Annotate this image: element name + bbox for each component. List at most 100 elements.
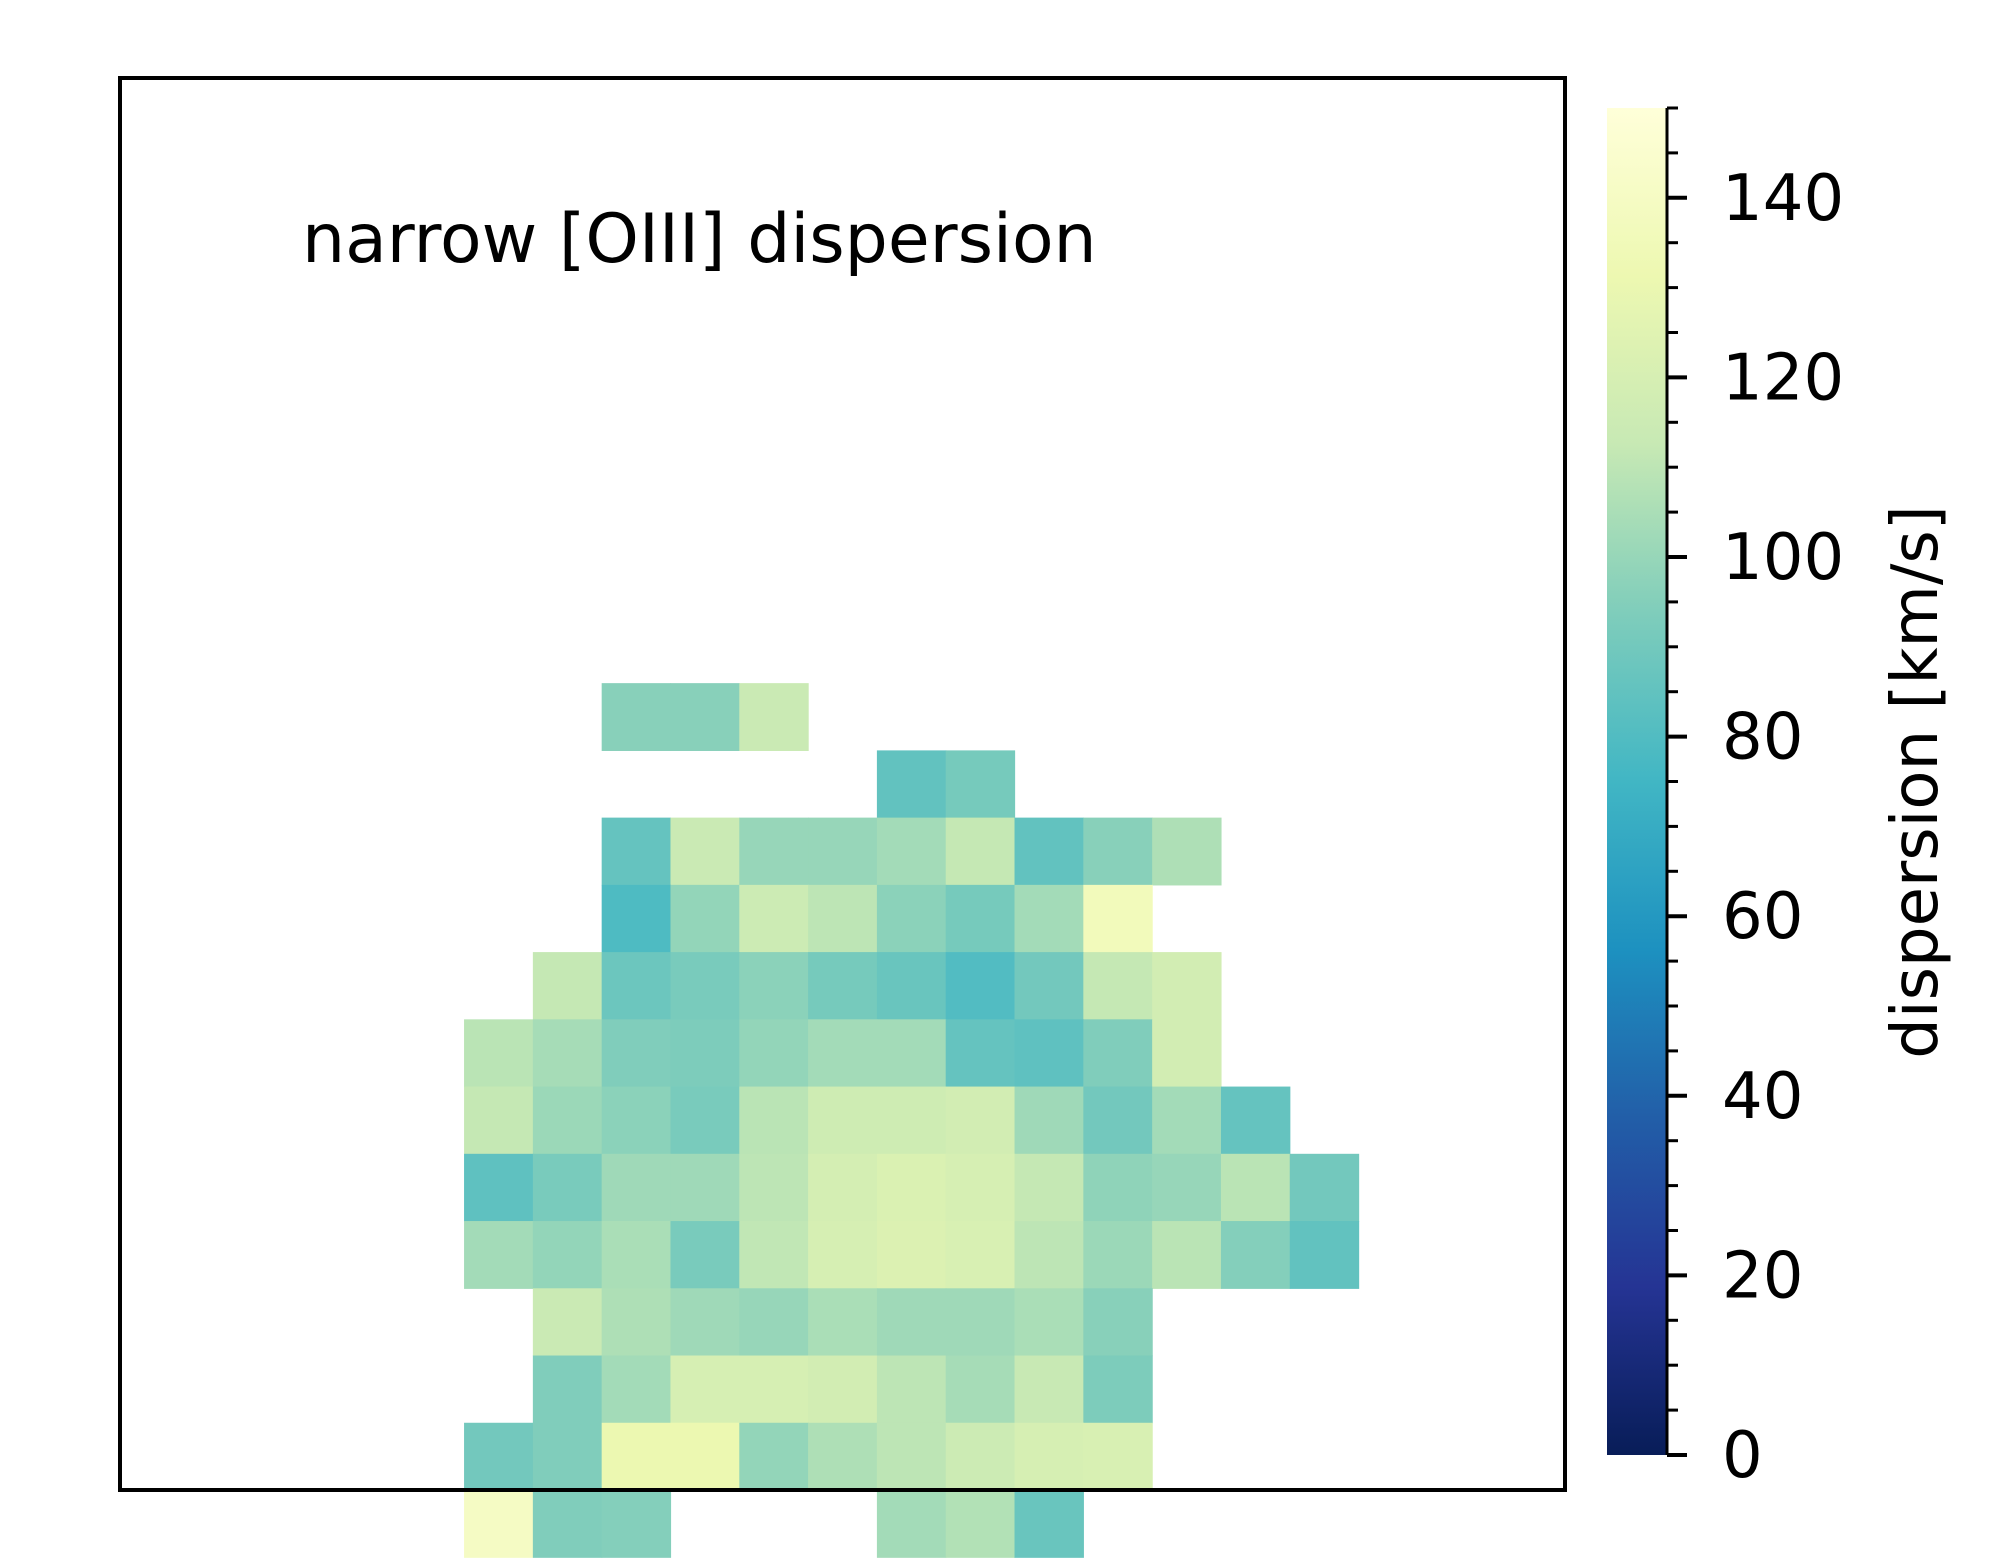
heatmap-cell <box>464 1153 534 1222</box>
colorbar-tick-label: 20 <box>1722 1239 1803 1313</box>
heatmap-cell <box>945 750 1016 819</box>
heatmap-cell <box>739 683 809 751</box>
heatmap-cell <box>808 1288 878 1357</box>
heatmap-cell <box>1152 1086 1222 1155</box>
heatmap-cell <box>1014 1153 1084 1222</box>
heatmap-cell <box>1014 817 1084 886</box>
heatmap-cell <box>464 1086 534 1155</box>
heatmap-cell <box>1289 1153 1360 1222</box>
heatmap-cell <box>876 750 947 819</box>
heatmap-cell <box>601 952 672 1020</box>
heatmap-cell <box>670 1086 740 1155</box>
heatmap-cell <box>1083 884 1153 953</box>
colorbar-tick-label: 0 <box>1722 1419 1763 1493</box>
heatmap-cell <box>808 884 878 953</box>
heatmap-cell <box>532 1086 603 1155</box>
heatmap-cell <box>1083 817 1153 886</box>
heatmap-cell <box>876 884 947 953</box>
heatmap-cell <box>1014 952 1084 1020</box>
colorbar-tick-label: 100 <box>1722 521 1844 595</box>
heatmap-cell <box>601 884 672 953</box>
plot-frame <box>118 76 1567 1492</box>
heatmap-cell <box>808 1019 878 1088</box>
heatmap-cell <box>739 1019 809 1088</box>
heatmap-cell <box>808 1422 878 1491</box>
heatmap-cell <box>876 1086 947 1155</box>
heatmap-cell <box>601 1422 672 1491</box>
colorbar-ticks: 0 20 40 60 80 100 120 140 <box>1665 106 1844 1493</box>
heatmap-cell <box>670 1355 740 1424</box>
heatmap-cell <box>1289 1221 1360 1289</box>
heatmap-cell <box>601 1355 672 1424</box>
heatmap-cell <box>808 952 878 1020</box>
heatmap-cell <box>670 817 740 886</box>
colorbar-tick-label: 120 <box>1722 341 1844 415</box>
heatmap-cell <box>601 1086 672 1155</box>
heatmap-cell <box>1152 817 1222 886</box>
heatmap-cell <box>1014 884 1084 953</box>
heatmap-cell <box>739 1288 809 1357</box>
heatmap-cell <box>876 1422 947 1491</box>
heatmap-cell <box>670 1019 740 1088</box>
heatmap-cell <box>670 1422 740 1491</box>
heatmap-cell <box>464 1490 534 1558</box>
heatmap-cell <box>601 1288 672 1357</box>
heatmap-cell <box>945 952 1016 1020</box>
chart-title: narrow [OIII] dispersion <box>302 200 1097 279</box>
colorbar-label: dispersion [km/s] <box>1879 505 1953 1059</box>
heatmap-cell <box>945 1490 1016 1558</box>
heatmap-cell <box>1220 1221 1291 1289</box>
heatmap-cell <box>1014 1422 1084 1491</box>
heatmap-cell <box>808 1153 878 1222</box>
colorbar <box>1607 108 1667 1455</box>
heatmap-cell <box>876 1490 947 1558</box>
heatmap-cell <box>1014 1086 1084 1155</box>
heatmap-cell <box>532 1355 603 1424</box>
heatmap-cell <box>808 1086 878 1155</box>
heatmap-cell <box>601 817 672 886</box>
heatmap-cell <box>876 1288 947 1357</box>
heatmap-cell <box>532 1019 603 1088</box>
heatmap-cell <box>464 1019 534 1088</box>
heatmap-cell <box>532 1490 603 1558</box>
heatmap-cell <box>601 683 672 751</box>
heatmap-cell <box>464 1221 534 1289</box>
colorbar-tick-label: 40 <box>1722 1060 1803 1134</box>
heatmap-cell <box>1014 1490 1084 1558</box>
heatmap-cell <box>1083 1221 1153 1289</box>
heatmap-cell <box>945 817 1016 886</box>
heatmap-cell <box>532 1422 603 1491</box>
colorbar-tick-label: 140 <box>1722 162 1844 236</box>
heatmap-cell <box>1083 1422 1153 1491</box>
colorbar-tick-label: 60 <box>1722 880 1803 954</box>
heatmap-cell <box>945 1153 1016 1222</box>
heatmap-cell <box>601 1490 672 1558</box>
heatmap-cell <box>1083 1355 1153 1424</box>
heatmap-cell <box>670 952 740 1020</box>
heatmap-cell <box>739 1355 809 1424</box>
heatmap-cells <box>464 683 1360 1558</box>
heatmap-cell <box>670 1221 740 1289</box>
heatmap-cell <box>464 1422 534 1491</box>
heatmap-cell <box>739 1422 809 1491</box>
heatmap-cell <box>945 1355 1016 1424</box>
heatmap-cell <box>532 952 603 1020</box>
heatmap-cell <box>1083 1153 1153 1222</box>
heatmap-cell <box>876 952 947 1020</box>
heatmap-cell <box>601 1153 672 1222</box>
heatmap-cell <box>739 817 809 886</box>
heatmap-cell <box>945 1422 1016 1491</box>
heatmap-cell <box>601 1221 672 1289</box>
heatmap-cell <box>670 1288 740 1357</box>
heatmap-cell <box>1014 1221 1084 1289</box>
heatmap-cell <box>1083 1086 1153 1155</box>
heatmap-cell <box>1152 952 1222 1020</box>
heatmap-cell <box>945 1288 1016 1357</box>
heatmap-cell <box>739 1221 809 1289</box>
heatmap-cell <box>739 952 809 1020</box>
heatmap-cell <box>601 1019 672 1088</box>
heatmap-cell <box>876 1355 947 1424</box>
heatmap-cell <box>1014 1355 1084 1424</box>
heatmap-cell <box>876 1221 947 1289</box>
